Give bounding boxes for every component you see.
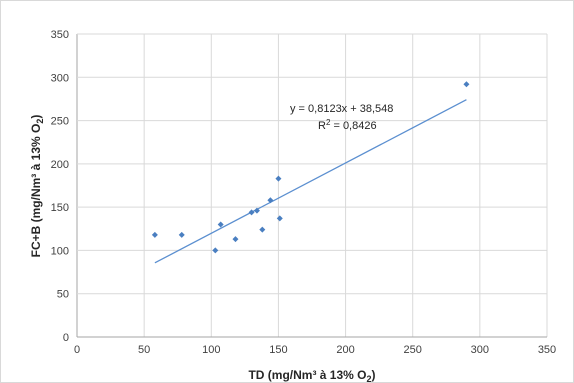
y-tick-label: 100: [51, 245, 69, 257]
grid-lines: [76, 33, 548, 338]
data-point: [151, 231, 158, 238]
x-axis-title: TD (mg/Nm³ à 13% O2): [248, 368, 375, 383]
data-point: [463, 81, 470, 88]
y-tick-label: 200: [51, 159, 69, 171]
y-tick-label: 250: [51, 116, 69, 128]
trend-line: [154, 99, 467, 264]
y-tick-label: 350: [51, 29, 69, 41]
data-points: [151, 81, 470, 254]
y-tick-labels: 0 50 100 150 200 250 300 350: [51, 29, 69, 344]
x-tick-label: 150: [269, 344, 287, 356]
x-tick-label: 100: [202, 344, 220, 356]
r2-label: R2 = 0,8426: [318, 118, 377, 132]
x-tick-label: 300: [471, 344, 489, 356]
x-tick-labels: 0 50 100 150 200 250 300 350: [74, 344, 556, 356]
data-point: [253, 207, 260, 214]
data-point: [259, 226, 266, 233]
data-point: [276, 215, 283, 222]
data-point: [267, 197, 274, 204]
x-tick-label: 50: [138, 344, 150, 356]
x-tick-label: 350: [538, 344, 556, 356]
data-point: [248, 209, 255, 216]
data-point: [212, 247, 219, 254]
data-point: [275, 175, 282, 182]
y-tick-label: 0: [63, 332, 69, 344]
data-point: [178, 231, 185, 238]
y-tick-label: 150: [51, 202, 69, 214]
x-tick-label: 200: [336, 344, 354, 356]
y-tick-label: 300: [51, 72, 69, 84]
x-tick-label: 0: [74, 344, 80, 356]
y-tick-label: 50: [57, 289, 69, 301]
y-axis-title: FC+B (mg/Nm³ à 13% O2): [29, 115, 45, 258]
x-tick-label: 250: [404, 344, 422, 356]
data-point: [232, 236, 239, 243]
data-point: [217, 221, 224, 228]
equation-label: y = 0,8123x + 38,548: [290, 103, 393, 115]
